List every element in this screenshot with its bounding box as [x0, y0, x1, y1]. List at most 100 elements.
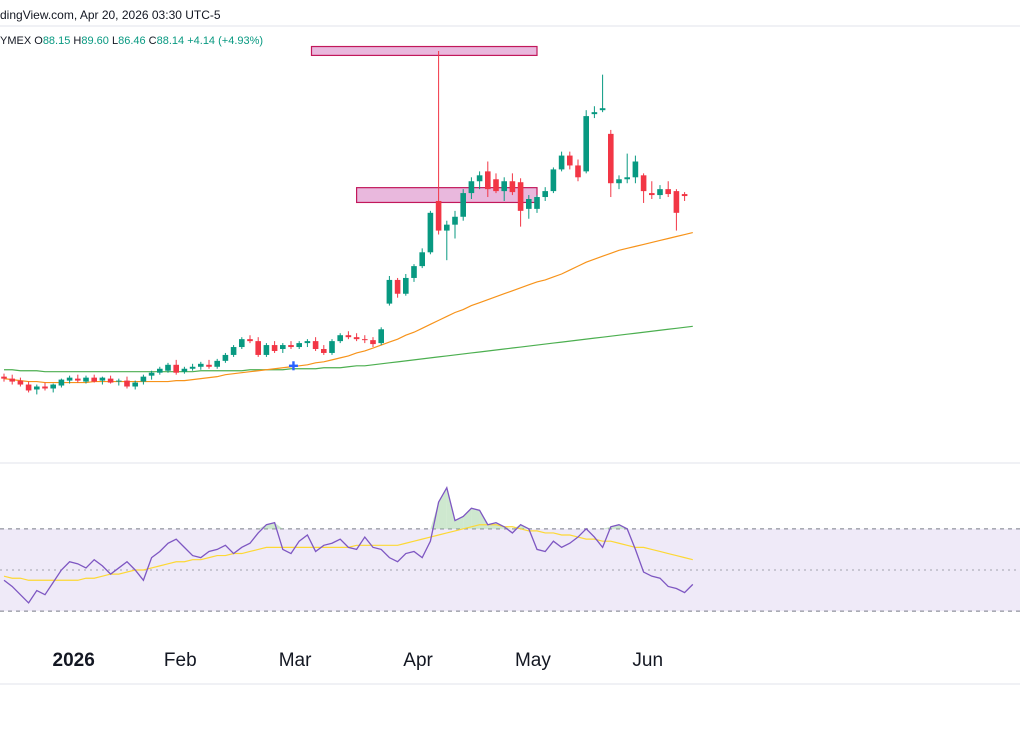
- candle-body: [526, 199, 532, 209]
- candle-body: [386, 279, 393, 304]
- rsi-line: [3, 485, 694, 604]
- candle: [517, 178, 524, 227]
- candle-body: [550, 169, 557, 192]
- candle-body: [132, 382, 138, 387]
- candle: [124, 376, 130, 389]
- fast-ma-line: [3, 231, 693, 384]
- candle: [312, 337, 319, 351]
- candle-body: [181, 368, 188, 372]
- candle-body: [624, 177, 630, 180]
- candle-body: [17, 380, 24, 385]
- candle-body: [632, 161, 639, 178]
- candle-body: [509, 181, 516, 193]
- candle-body: [419, 252, 425, 267]
- candle-body: [34, 386, 40, 390]
- candle: [83, 375, 89, 384]
- rsi-overbought-fill: [455, 516, 464, 529]
- candle-body: [247, 339, 253, 342]
- candle: [485, 161, 491, 198]
- candle: [99, 376, 106, 385]
- candle: [386, 275, 393, 306]
- candle-body: [583, 116, 589, 172]
- candle: [468, 177, 475, 200]
- candle: [247, 335, 253, 344]
- candle-body: [312, 341, 319, 350]
- candle: [198, 361, 204, 370]
- ohlc-legend: YMEX O88.15 H89.60 L86.46 C88.14 +4.14 (…: [0, 35, 263, 47]
- candle-body: [435, 200, 442, 231]
- candle-body: [673, 191, 680, 213]
- candle-body: [214, 360, 220, 367]
- high-value: 89.60: [81, 35, 109, 47]
- candle: [157, 366, 163, 375]
- candle: [58, 378, 65, 388]
- candle-body: [116, 380, 122, 382]
- candle: [66, 375, 73, 384]
- candle-body: [198, 363, 204, 367]
- zones-layer: [310, 45, 538, 204]
- candle-body: [403, 277, 409, 294]
- candle-body: [296, 343, 302, 348]
- moving-averages: [3, 231, 693, 384]
- candle: [263, 343, 270, 357]
- candle-body: [107, 378, 114, 383]
- open-value: 88.15: [42, 35, 71, 47]
- rsi-overbought-fill: [438, 487, 447, 529]
- candle: [222, 352, 229, 363]
- candle: [214, 358, 220, 369]
- candle-body: [206, 364, 212, 367]
- exchange-label: YMEX: [0, 35, 32, 47]
- close-label: C: [148, 35, 157, 47]
- candle: [206, 359, 212, 369]
- candle: [329, 339, 335, 355]
- candle: [337, 333, 343, 344]
- crossover-marker: [288, 361, 298, 371]
- rsi-overbought-fill: [602, 526, 611, 529]
- candle-body: [468, 181, 475, 194]
- candle-body: [148, 372, 155, 376]
- candle: [444, 220, 450, 261]
- candle-body: [288, 345, 294, 348]
- candle: [509, 173, 516, 196]
- candle: [394, 277, 401, 298]
- candle: [271, 341, 278, 353]
- x-tick-label: Feb: [164, 650, 197, 671]
- close-value: 88.14: [156, 35, 185, 47]
- candle: [599, 74, 606, 113]
- candle-body: [75, 378, 81, 381]
- candle-body: [665, 189, 671, 195]
- candle: [140, 374, 147, 385]
- candle-body: [542, 191, 548, 198]
- candle: [534, 195, 540, 213]
- candle-body: [50, 384, 56, 389]
- candle-body: [157, 368, 163, 373]
- candle: [526, 195, 532, 219]
- candle-body: [411, 266, 417, 278]
- candle: [50, 383, 56, 393]
- candle-body: [1, 376, 7, 379]
- candle: [583, 110, 589, 174]
- x-tick-label: Mar: [279, 650, 312, 671]
- candle: [165, 362, 171, 373]
- candle: [280, 343, 286, 353]
- candle: [362, 335, 368, 344]
- candle: [107, 375, 114, 384]
- candle: [616, 175, 622, 190]
- candle-body: [9, 378, 15, 382]
- candle: [181, 366, 188, 374]
- candle: [665, 181, 671, 198]
- candle: [673, 189, 680, 231]
- candle: [1, 373, 7, 382]
- candle-body: [394, 279, 401, 294]
- candle: [17, 377, 24, 387]
- candle-body: [189, 366, 196, 369]
- candle: [148, 370, 155, 380]
- candle-body: [608, 133, 614, 184]
- markers-layer: [288, 361, 298, 371]
- candle: [42, 382, 48, 391]
- candle-body: [657, 189, 663, 196]
- candle-body: [353, 337, 360, 340]
- candle: [591, 106, 598, 119]
- candle: [34, 384, 40, 395]
